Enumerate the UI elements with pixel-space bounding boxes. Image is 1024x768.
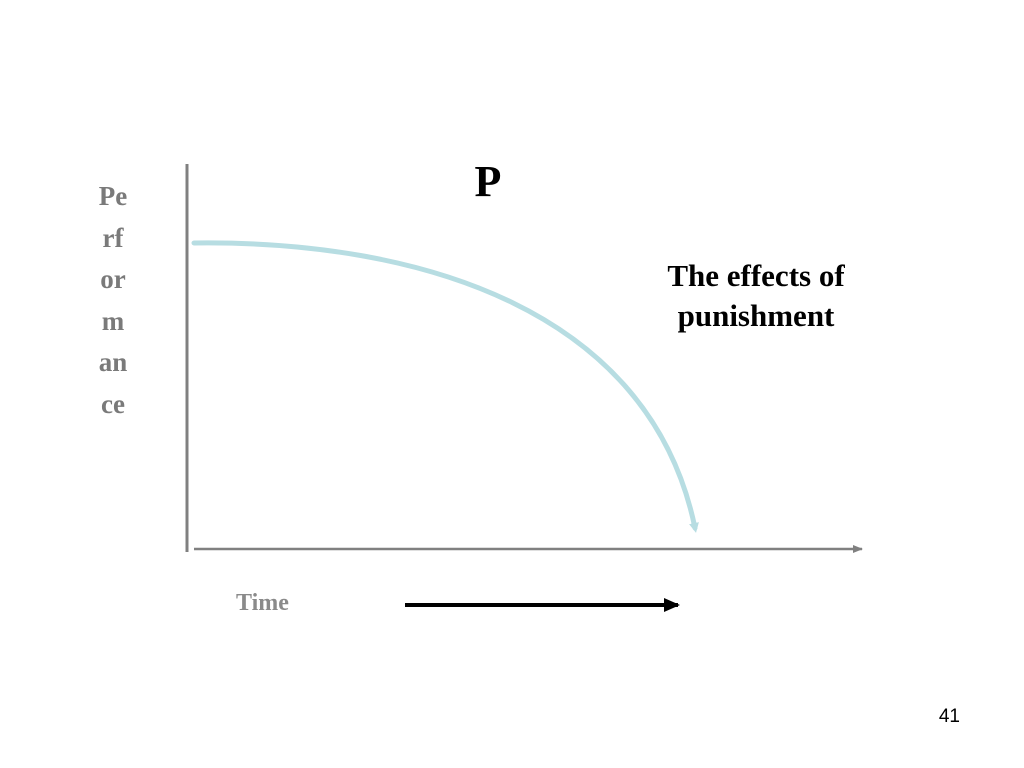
y-axis-label: Performance — [98, 181, 128, 419]
curve-annotation: The effects of punishment — [667, 258, 845, 333]
diagram-title: P — [474, 157, 502, 206]
performance-decline-curve — [191, 240, 699, 533]
x-axis-label: Time — [236, 590, 289, 616]
slide-number: 41 — [938, 706, 960, 727]
